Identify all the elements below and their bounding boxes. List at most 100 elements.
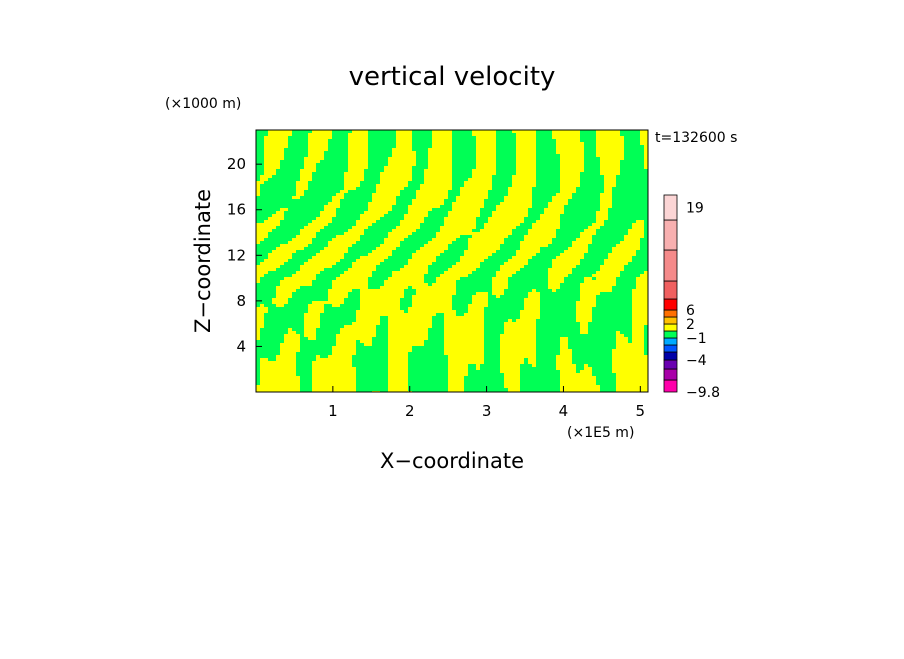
field-cell: [436, 145, 441, 149]
field-cell: [448, 229, 453, 233]
field-cell: [484, 277, 489, 281]
field-cell: [260, 175, 265, 179]
field-cell: [284, 280, 289, 284]
field-cell: [304, 280, 309, 284]
field-cell: [468, 169, 473, 173]
field-cell: [592, 277, 597, 281]
field-cell: [316, 214, 321, 218]
field-cell: [508, 211, 513, 215]
field-cell: [580, 136, 585, 140]
field-cell: [468, 190, 473, 194]
field-cell: [504, 145, 509, 149]
field-cell: [608, 187, 613, 191]
field-cell: [412, 280, 417, 284]
field-cell: [316, 196, 321, 200]
field-cell: [428, 172, 433, 176]
field-cell: [576, 226, 581, 230]
field-cell: [572, 133, 577, 137]
field-cell: [584, 136, 589, 140]
field-cell: [456, 217, 461, 221]
field-cell: [640, 157, 645, 161]
field-cell: [592, 244, 597, 248]
field-cell: [572, 181, 577, 185]
field-cell: [284, 256, 289, 260]
field-cell: [608, 262, 613, 266]
field-cell: [524, 136, 529, 140]
field-cell: [332, 232, 337, 236]
field-cell: [372, 199, 377, 203]
field-cell: [464, 166, 469, 170]
field-cell: [476, 187, 481, 191]
field-cell: [452, 214, 457, 218]
field-cell: [440, 139, 445, 143]
field-cell: [284, 205, 289, 209]
field-cell: [388, 154, 393, 158]
field-cell: [340, 142, 345, 146]
field-cell: [528, 202, 533, 206]
field-cell: [568, 160, 573, 164]
field-cell: [448, 277, 453, 281]
field-cell: [256, 220, 261, 224]
field-cell: [404, 145, 409, 149]
field-cell: [396, 226, 401, 230]
field-cell: [372, 253, 377, 257]
field-cell: [476, 175, 481, 179]
field-cell: [640, 160, 645, 164]
field-cell: [288, 223, 293, 227]
field-cell: [604, 160, 609, 164]
field-cell: [568, 268, 573, 272]
field-cell: [488, 220, 493, 224]
field-cell: [292, 235, 297, 239]
field-cell: [436, 265, 441, 269]
field-cell: [596, 214, 601, 218]
field-cell: [636, 265, 641, 269]
field-cell: [360, 208, 365, 212]
field-cell: [568, 202, 573, 206]
field-cell: [456, 187, 461, 191]
field-cell: [572, 166, 577, 170]
field-cell: [636, 208, 641, 212]
field-cell: [376, 190, 381, 194]
field-cell: [440, 208, 445, 212]
field-cell: [276, 232, 281, 236]
field-cell: [532, 256, 537, 260]
field-cell: [584, 169, 589, 173]
field-cell: [592, 220, 597, 224]
field-cell: [540, 232, 545, 236]
field-cell: [348, 133, 353, 137]
field-cell: [564, 262, 569, 266]
field-cell: [444, 148, 449, 152]
field-cell: [524, 190, 529, 194]
field-cell: [568, 208, 573, 212]
field-cell: [256, 169, 261, 173]
field-cell: [396, 220, 401, 224]
field-cell: [408, 238, 413, 242]
field-cell: [364, 241, 369, 245]
field-cell: [428, 178, 433, 182]
field-cell: [540, 265, 545, 269]
field-cell: [416, 253, 421, 257]
field-cell: [524, 211, 529, 215]
field-cell: [532, 193, 537, 197]
field-cell: [480, 139, 485, 143]
field-cell: [412, 130, 417, 134]
field-cell: [596, 160, 601, 164]
field-cell: [568, 163, 573, 167]
field-cell: [536, 133, 541, 137]
field-cell: [528, 232, 533, 236]
field-cell: [464, 277, 469, 281]
field-cell: [380, 169, 385, 173]
field-cell: [552, 175, 557, 179]
field-cell: [280, 259, 285, 263]
field-cell: [636, 196, 641, 200]
field-cell: [264, 229, 269, 233]
field-cell: [604, 199, 609, 203]
field-cell: [444, 205, 449, 209]
field-cell: [548, 139, 553, 143]
field-cell: [516, 181, 521, 185]
field-cell: [536, 232, 541, 236]
field-cell: [556, 154, 561, 158]
field-cell: [288, 256, 293, 260]
field-cell: [560, 211, 565, 215]
field-cell: [540, 256, 545, 260]
